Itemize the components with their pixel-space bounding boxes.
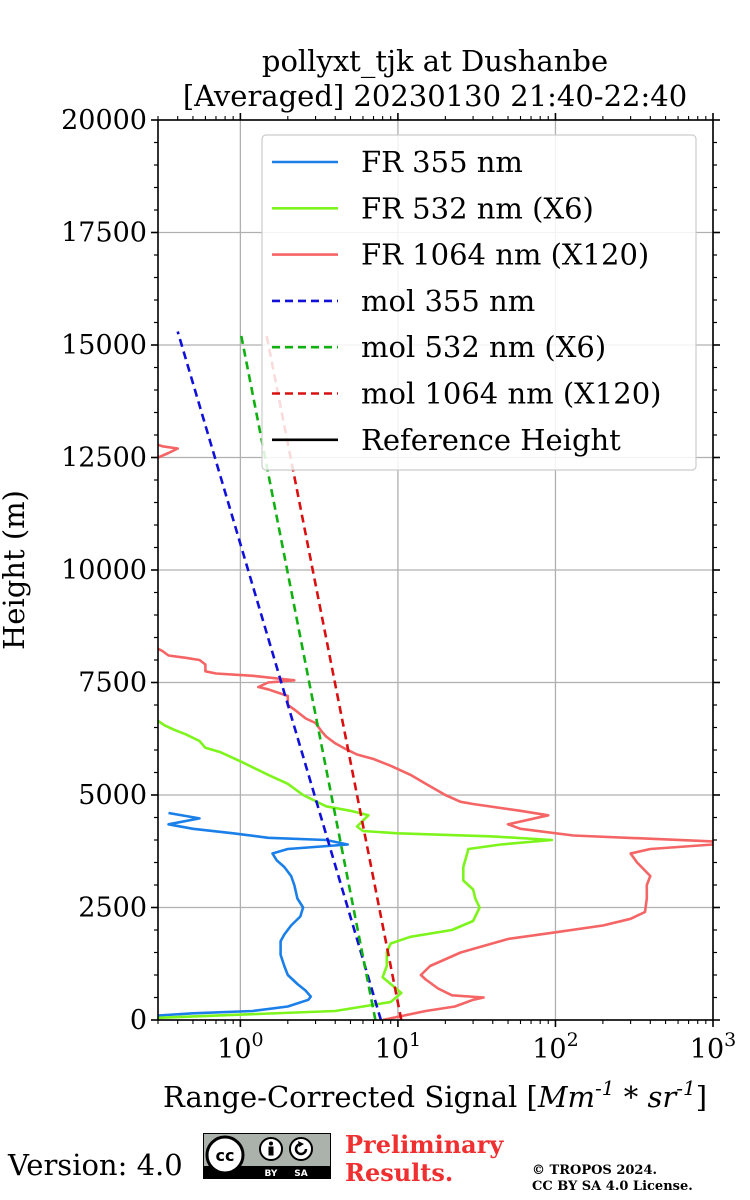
y-tick-label: 0: [130, 1005, 147, 1036]
legend-label: FR 355 nm: [361, 145, 523, 179]
y-tick-label: 5000: [78, 780, 147, 811]
legend-label: mol 532 nm (X6): [361, 330, 606, 364]
cc-by-sa-badge: cc BY SA: [203, 1133, 331, 1179]
y-tick-label: 2500: [78, 893, 147, 924]
preliminary-notice: Preliminary Results.: [345, 1131, 503, 1187]
x-tick-label: 100: [217, 1029, 263, 1065]
chart-title-line1: pollyxt_tjk at Dushanbe: [262, 44, 608, 79]
y-tick-labels: 0 2500 5000 7500 10000 12500 15000 17500 20000: [61, 105, 147, 1036]
y-tick-label: 20000: [61, 105, 147, 136]
cc-icon-text: cc: [216, 1146, 235, 1165]
y-axis-label: Height (m): [0, 490, 31, 650]
x-axis-label: Range-Corrected Signal [Mm-1 * sr-1]: [163, 1076, 707, 1114]
by-label: BY: [265, 1169, 278, 1179]
series-line: [158, 443, 179, 459]
by-icon: [259, 1137, 283, 1161]
y-tick-label: 17500: [61, 218, 147, 249]
series-line: [158, 811, 350, 1017]
preliminary-line2: Results.: [345, 1158, 454, 1187]
series-line: [158, 647, 713, 1020]
x-axis-label-text: Range-Corrected Signal [: [163, 1080, 538, 1114]
legend-label: Reference Height: [361, 423, 621, 457]
x-axis-label-math: Mm-1 * sr-1: [537, 1076, 696, 1114]
sa-label: SA: [294, 1169, 307, 1179]
legend-box: [261, 134, 697, 471]
legend: FR 355 nm FR 532 nm (X6) FR 1064 nm (X120)…: [261, 134, 697, 471]
legend-label: mol 355 nm: [361, 284, 535, 318]
series-line: [176, 331, 383, 1020]
series-lines: [158, 331, 713, 1020]
sa-icon: [289, 1137, 313, 1161]
copyright-notice: © TROPOS 2024. CC BY SA 4.0 License.: [532, 1163, 693, 1195]
legend-label: FR 532 nm (X6): [361, 191, 594, 225]
series-line: [158, 719, 554, 1020]
x-tick-label: 102: [532, 1029, 578, 1065]
legend-entries: FR 355 nm FR 532 nm (X6) FR 1064 nm (X120)…: [272, 145, 662, 457]
y-tick-label: 15000: [61, 330, 147, 361]
cc-icon: cc: [205, 1135, 245, 1175]
plot-frame: [157, 119, 714, 1021]
y-tick-label: 10000: [61, 555, 147, 586]
chart-title-line2: [Averaged] 20230130 21:40-22:40: [183, 79, 687, 113]
x-tick-label: 103: [690, 1029, 736, 1065]
x-tick-label: 101: [375, 1029, 421, 1065]
preliminary-line1: Preliminary: [345, 1130, 504, 1159]
copyright-line1: © TROPOS 2024.: [532, 1163, 658, 1178]
legend-label: FR 1064 nm (X120): [361, 238, 649, 272]
version-label: Version: 4.0: [8, 1148, 183, 1182]
x-axis-label-close: ]: [696, 1080, 707, 1114]
y-tick-label: 12500: [61, 443, 147, 474]
x-tick-labels: 100 101 102 103: [217, 1029, 736, 1065]
y-tick-label: 7500: [78, 668, 147, 699]
copyright-line2: CC BY SA 4.0 License.: [532, 1179, 693, 1194]
legend-label: mol 1064 nm (X120): [361, 377, 662, 411]
